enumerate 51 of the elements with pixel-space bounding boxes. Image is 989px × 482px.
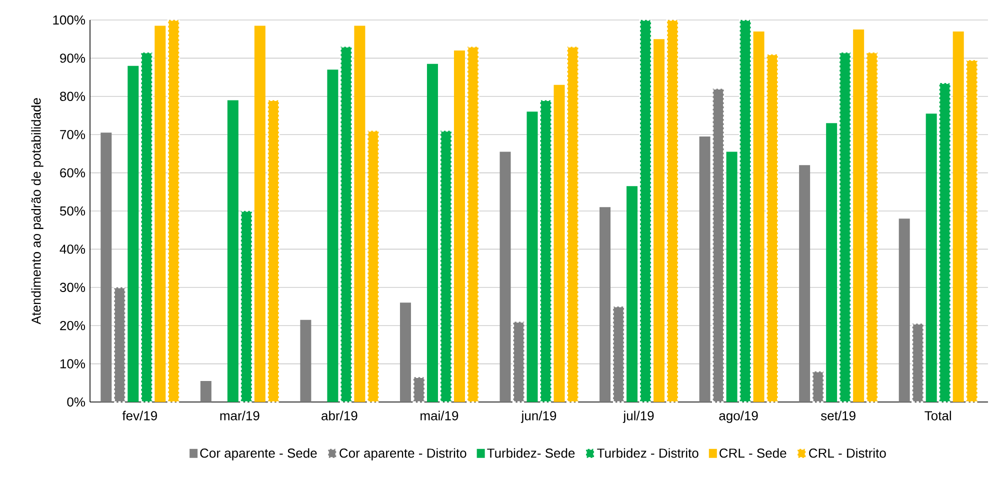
bar	[853, 30, 864, 402]
bar	[200, 380, 212, 402]
bar	[113, 286, 126, 403]
bar	[140, 52, 153, 403]
x-tick-label: fev/19	[122, 410, 157, 420]
y-tick-label: 0%	[67, 397, 86, 407]
bar	[366, 130, 380, 403]
bar	[566, 46, 580, 403]
x-tick-label: Total	[924, 410, 951, 420]
x-tick-label: abr/19	[322, 410, 358, 420]
legend-label: Turbidez - Distrito	[597, 448, 698, 458]
y-axis-title: Atendimento ao padrão de potabilidade	[31, 98, 44, 324]
bar	[128, 66, 139, 402]
legend-label: CRL - Sede	[720, 448, 786, 458]
bar	[554, 84, 565, 402]
bar	[512, 320, 526, 403]
bar	[799, 165, 810, 402]
bar	[154, 26, 166, 402]
y-tick-label: 80%	[60, 92, 86, 101]
bar	[354, 26, 366, 402]
y-tick-label: 90%	[60, 54, 86, 63]
bar	[866, 52, 878, 403]
x-tick-label: set/19	[820, 410, 856, 420]
bar	[539, 99, 552, 403]
bar	[100, 132, 112, 402]
bar	[340, 46, 352, 403]
y-tick-label: 60%	[60, 168, 86, 178]
bar	[167, 19, 180, 403]
y-tick-label: 10%	[60, 359, 86, 368]
y-tick-label: 100%	[53, 15, 86, 25]
x-tick-label: jun/19	[520, 410, 556, 423]
bar	[838, 52, 852, 403]
bar	[826, 123, 838, 402]
y-tick-label: 50%	[60, 206, 86, 216]
x-tick-label: mar/19	[220, 410, 260, 420]
bar	[327, 70, 338, 402]
x-tick-label: mai/19	[420, 410, 458, 420]
x-tick-label: jul/19	[622, 410, 654, 423]
bar	[500, 152, 511, 402]
y-tick-label: 20%	[60, 320, 86, 330]
y-tick-label: 70%	[60, 130, 86, 140]
legend-label: Cor aparente - Distrito	[340, 448, 466, 460]
legend-label: Turbidez- Sede	[487, 448, 575, 458]
bar	[526, 112, 538, 402]
y-tick-label: 40%	[60, 244, 86, 254]
legend-label: CRL - Distrito	[809, 448, 886, 458]
legend-label: Cor aparente - Sede	[200, 448, 317, 460]
bar	[300, 320, 312, 402]
x-tick-label: ago/19	[719, 410, 758, 423]
y-tick-label: 30%	[60, 282, 86, 292]
bar	[812, 370, 824, 403]
